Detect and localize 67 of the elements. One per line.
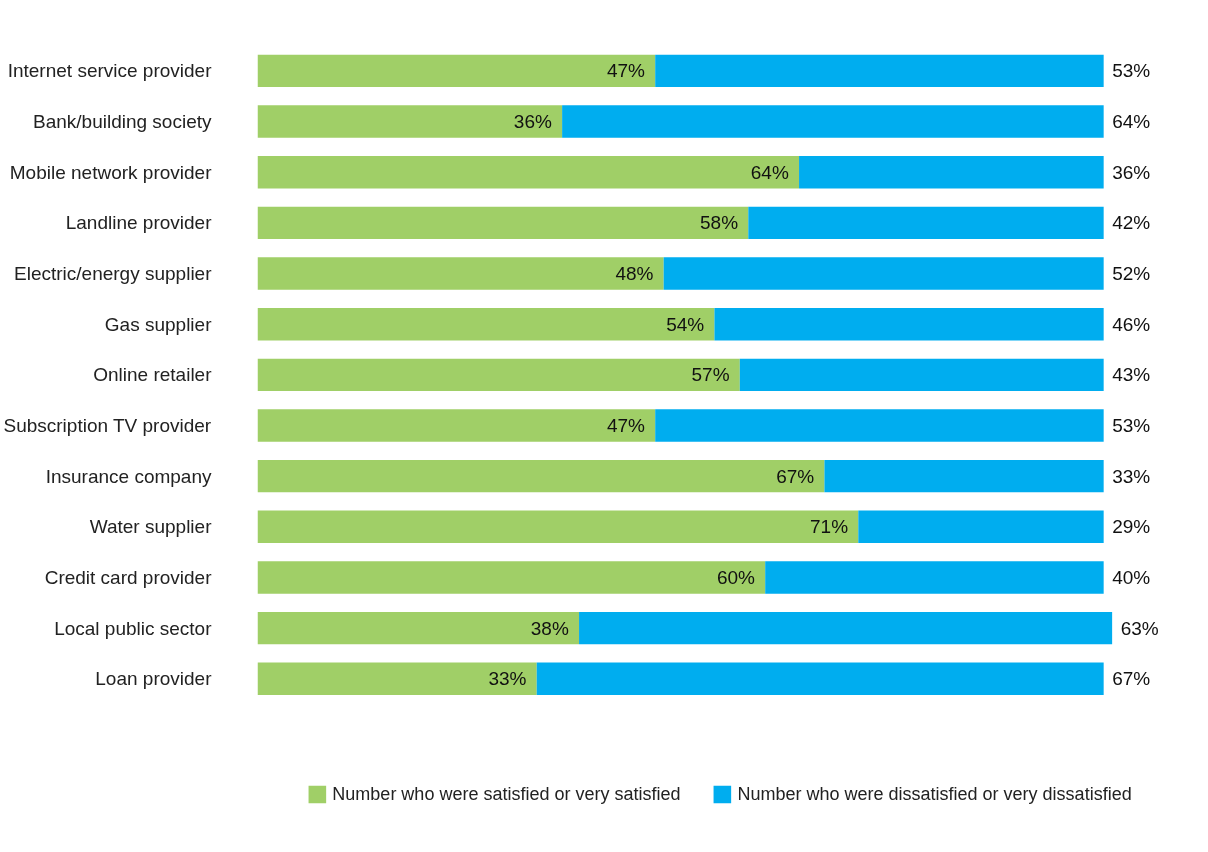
bar xyxy=(739,358,1104,392)
bar xyxy=(257,662,537,695)
data-label: 29% xyxy=(1112,516,1151,538)
data-label: 67% xyxy=(776,465,815,487)
data-label: 36% xyxy=(1112,161,1151,183)
y-tick-label: Electric/energy supplier xyxy=(14,263,213,285)
bar xyxy=(663,257,1104,290)
data-label: 43% xyxy=(1112,364,1151,386)
data-label: 60% xyxy=(716,566,756,588)
data-label: 40% xyxy=(1112,566,1151,588)
data-label: 52% xyxy=(1112,263,1151,285)
bar xyxy=(257,54,656,88)
bar xyxy=(824,459,1104,493)
bar xyxy=(799,156,1104,189)
legend-label: Number who were satisfied or very satisfied xyxy=(332,783,681,805)
data-label: 33% xyxy=(1112,465,1151,487)
bar xyxy=(257,409,656,442)
data-label: 47% xyxy=(606,415,646,436)
y-tick-label: Landline provider xyxy=(65,212,213,234)
bar xyxy=(714,307,1104,341)
bar xyxy=(257,611,580,645)
bar xyxy=(858,510,1104,544)
bar xyxy=(655,54,1104,88)
data-label: 33% xyxy=(488,668,527,690)
bar xyxy=(257,257,664,290)
bar xyxy=(257,206,749,240)
y-tick-label: Subscription TV provider xyxy=(3,415,212,436)
data-label: 42% xyxy=(1112,212,1151,234)
data-label: 71% xyxy=(810,516,849,538)
legend-label: Number who were dissatisfied or very dissatisfied xyxy=(737,783,1132,805)
data-label: 36% xyxy=(513,111,552,133)
data-label: 38% xyxy=(530,617,569,639)
bar xyxy=(748,206,1104,240)
bar xyxy=(257,510,859,544)
data-label: 47% xyxy=(606,60,646,82)
y-tick-label: Online retailer xyxy=(93,364,213,386)
bar xyxy=(579,611,1113,645)
data-label: 53% xyxy=(1112,60,1151,82)
data-label: 46% xyxy=(1112,313,1151,335)
bar xyxy=(257,358,740,392)
data-label: 64% xyxy=(750,161,789,183)
bar xyxy=(257,307,715,341)
data-label: 48% xyxy=(615,263,654,285)
bar xyxy=(257,105,563,138)
y-tick-label: Insurance company xyxy=(45,465,212,487)
bar xyxy=(257,156,800,189)
bar xyxy=(257,561,766,594)
data-label: 54% xyxy=(666,313,705,335)
bar xyxy=(765,561,1104,594)
bar xyxy=(536,662,1104,695)
data-label: 53% xyxy=(1112,415,1151,436)
y-tick-label: Bank/building society xyxy=(33,111,212,133)
y-tick-label: Loan provider xyxy=(95,668,213,690)
y-tick-label: Local public sector xyxy=(54,617,213,639)
data-label: 57% xyxy=(691,364,730,386)
data-label: 58% xyxy=(699,212,739,234)
bar xyxy=(562,105,1104,138)
data-label: 64% xyxy=(1112,111,1151,133)
bar xyxy=(257,459,825,493)
y-tick-label: Gas supplier xyxy=(104,313,213,335)
data-label: 67% xyxy=(1112,668,1151,690)
y-tick-label: Credit card provider xyxy=(44,566,213,588)
bar xyxy=(655,409,1104,442)
y-tick-label: Internet service provider xyxy=(7,60,213,82)
data-label: 63% xyxy=(1120,617,1159,639)
y-tick-label: Water supplier xyxy=(89,516,213,538)
y-tick-label: Mobile network provider xyxy=(9,161,213,183)
